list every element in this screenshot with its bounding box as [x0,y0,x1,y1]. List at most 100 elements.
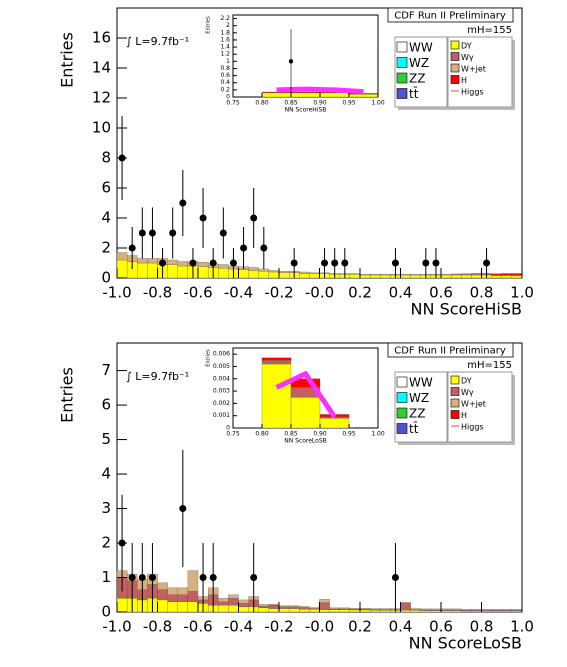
x-tick-label: 0.4 [389,284,413,302]
histogram-segment [238,599,249,604]
x-tick-label: -0.6 [183,284,212,302]
histogram-segment [359,274,371,276]
legend-label: H [461,76,467,85]
x-axis-label: NN ScoreLoSB [409,634,522,653]
histogram-segment [248,267,259,271]
x-axis-label: NN ScoreHiSB [285,107,327,114]
legend-label: ZZ [409,72,425,86]
histogram-segment [261,92,292,98]
histogram-segment [258,271,270,279]
histogram-segment [187,591,199,602]
histogram-segment [157,582,168,590]
legend-label: WW [409,376,433,390]
y-tick-label: 6 [101,396,111,414]
y-axis-label: Entries [206,349,212,367]
histogram-segment [137,262,148,279]
histogram-segment [147,262,158,279]
data-point [138,229,146,237]
data-point [240,244,248,252]
data-point [250,574,258,582]
histogram-segment [218,598,229,602]
data-point [331,259,339,267]
histogram-segment [349,274,361,279]
y-tick-label: 2.2 [220,15,230,22]
histogram-segment [400,603,411,611]
chart-title: CDF Run II Preliminary [394,346,506,357]
x-tick-label: 0.6 [429,284,453,302]
legend-label: WZ [409,56,429,70]
histogram-segment [228,604,239,613]
x-tick-label: -0.6 [183,618,212,636]
y-tick-label: 1.8 [220,29,230,36]
legend-label: H [461,411,467,420]
title-box [387,7,514,23]
histogram-segment [329,609,340,613]
histogram-segment [440,610,452,613]
histogram-segment [420,610,432,613]
x-tick-label: -0.2 [264,284,293,302]
chart-title: CDF Run II Preliminary [394,11,506,22]
histogram-segment [167,601,178,613]
histogram-segment [348,93,379,98]
histogram-segment [511,609,523,611]
legend-swatch [396,41,408,53]
x-tick-label: 0.8 [470,618,494,636]
histogram-segment [268,603,280,606]
histogram-segment [400,610,411,613]
histogram-segment [349,273,361,275]
x-tick-label: -0.2 [264,618,293,636]
histogram-segment [167,259,178,265]
histogram-segment [501,609,513,611]
histogram-segment [157,589,168,601]
x-tick-label: 0.75 [226,100,240,107]
histogram-segment [400,274,411,276]
x-tick-label: 0.85 [284,431,298,438]
histogram-segment [278,605,290,607]
histogram-segment [481,610,492,613]
data-point [159,259,167,267]
x-tick-label: 1.00 [371,100,385,107]
y-axis-label: Entries [58,367,77,423]
legend-swatch [396,423,408,434]
y-tick-label: 0 [101,603,111,621]
legend-swatch [396,88,408,99]
x-tick-label: 0.75 [226,431,240,438]
legend-label: tt̄ [409,87,419,101]
x-tick-label: 0.80 [255,100,269,107]
histogram-segment [288,606,300,609]
histogram-segment [349,608,361,610]
signal-line [276,86,364,95]
histogram-segment [339,607,351,610]
y-tick-label: 0.2 [220,86,230,93]
histogram-segment [218,264,229,269]
histogram-segment [349,609,361,613]
x-tick-label: -1.0 [102,618,131,636]
data-point [219,229,227,237]
x-tick-label: 1.0 [510,618,534,636]
histogram-segment [187,601,199,613]
histogram-segment [348,93,379,95]
y-axis-label: Entries [58,32,77,88]
data-point [118,539,126,547]
data-point [199,574,207,582]
data-point [391,574,399,582]
legend-label: WW [409,41,433,55]
histogram-segment [410,608,421,610]
histogram-segment [167,264,178,279]
histogram-segment [197,266,209,279]
histogram-segment [309,272,320,274]
histogram-segment [238,606,249,613]
histogram-segment [177,261,189,267]
histogram-segment [380,610,391,613]
x-tick-label: 1.00 [371,431,385,438]
data-point [288,59,294,64]
y-tick-label: 2 [101,239,111,257]
legend-swatch [396,407,408,419]
histogram-segment [359,609,371,613]
x-tick-label: 0.90 [313,431,327,438]
histogram-segment [440,274,452,276]
histogram-segment [450,274,462,279]
histogram-segment [369,274,381,276]
y-tick-label: 6 [101,179,111,197]
x-tick-label: 1.0 [510,284,534,302]
